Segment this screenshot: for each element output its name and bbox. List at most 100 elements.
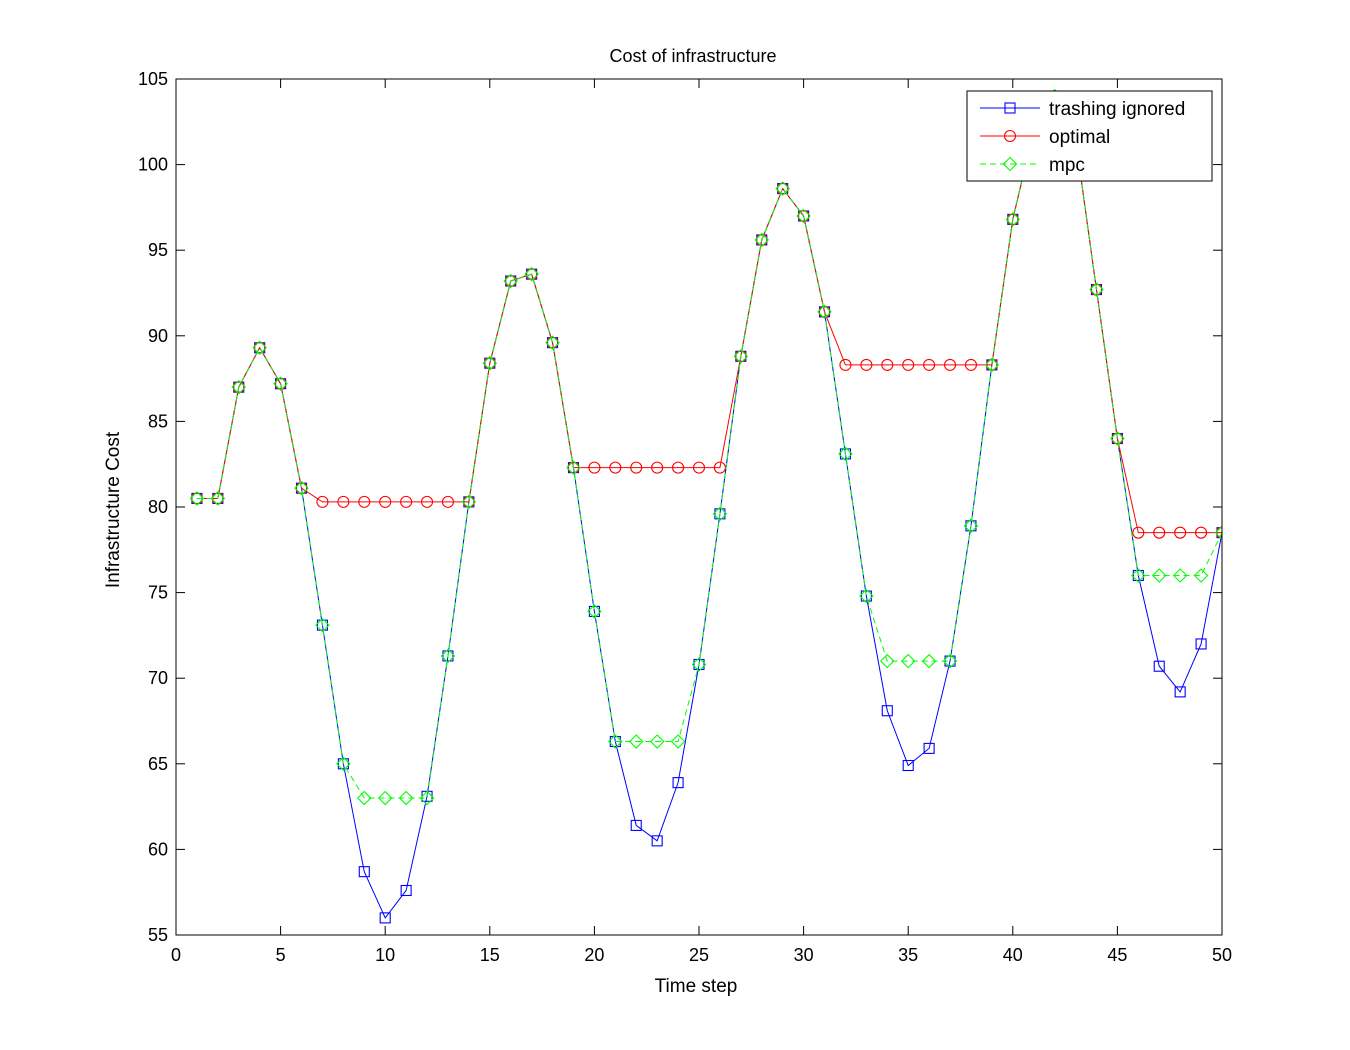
data-point <box>1111 432 1124 445</box>
data-point <box>923 358 936 371</box>
data-point <box>943 358 957 371</box>
data-point <box>755 233 768 246</box>
data-point <box>630 819 642 831</box>
legend-label: optimal <box>1049 127 1110 148</box>
data-point <box>900 653 916 669</box>
data-point <box>1132 569 1144 582</box>
x-tick-label: 45 <box>1107 945 1127 965</box>
y-tick-label: 95 <box>148 240 168 260</box>
data-point <box>358 866 370 878</box>
data-point <box>860 358 873 371</box>
data-point <box>232 381 245 394</box>
data-point <box>461 494 477 510</box>
y-tick-label: 55 <box>148 925 168 945</box>
data-point <box>400 884 412 897</box>
data-point <box>965 520 977 532</box>
data-point <box>295 482 308 495</box>
data-point <box>1193 568 1209 583</box>
data-point <box>1174 686 1186 698</box>
data-point <box>1006 213 1019 226</box>
data-point <box>1132 526 1145 539</box>
data-point <box>316 619 328 631</box>
data-point <box>881 358 894 371</box>
data-point <box>1090 283 1103 296</box>
y-tick-label: 65 <box>148 754 168 774</box>
data-point <box>337 758 349 770</box>
data-point <box>880 653 895 669</box>
plot-area <box>176 79 1222 935</box>
data-point <box>1153 526 1166 539</box>
data-point <box>839 448 851 460</box>
data-point <box>419 790 435 806</box>
data-point <box>609 461 622 474</box>
y-tick-label: 75 <box>148 583 168 603</box>
data-point <box>357 790 372 806</box>
legend-label: trashing ignored <box>1049 99 1185 120</box>
data-point <box>210 491 226 506</box>
data-point <box>881 705 893 717</box>
data-point <box>1195 526 1208 539</box>
data-point <box>398 790 414 806</box>
data-point <box>692 461 706 474</box>
data-point <box>358 495 371 508</box>
data-point <box>672 461 685 474</box>
data-point <box>775 181 790 196</box>
data-point <box>566 460 581 475</box>
data-point <box>546 336 559 349</box>
data-point <box>504 274 517 288</box>
data-point <box>379 912 391 924</box>
y-axis-label: Infrastructure Cost <box>103 431 124 588</box>
data-point <box>984 357 1000 373</box>
data-point <box>379 495 392 508</box>
data-point <box>294 480 309 496</box>
data-point <box>921 653 937 669</box>
data-point <box>1089 282 1104 297</box>
x-tick-label: 15 <box>480 945 500 965</box>
data-point <box>252 340 267 356</box>
data-point <box>482 355 498 371</box>
data-point <box>964 358 978 371</box>
data-point <box>776 182 789 195</box>
x-axis-label: Time step <box>655 976 738 997</box>
data-point <box>1110 431 1125 446</box>
x-tick-label: 30 <box>794 945 814 965</box>
data-point <box>587 604 602 619</box>
data-point <box>274 377 287 390</box>
data-point <box>1151 568 1167 583</box>
data-point <box>985 358 998 371</box>
data-point <box>649 734 665 749</box>
data-point <box>796 208 811 224</box>
data-point <box>189 491 205 506</box>
x-tick-label: 25 <box>689 945 709 965</box>
y-tick-label: 100 <box>138 155 168 175</box>
x-tick-label: 20 <box>584 945 604 965</box>
data-point <box>462 495 475 508</box>
data-point <box>524 266 539 282</box>
data-point <box>733 349 749 364</box>
data-point <box>839 358 852 371</box>
legend-label: mpc <box>1049 155 1085 176</box>
data-point <box>1005 212 1021 227</box>
x-tick-label: 0 <box>171 945 181 965</box>
data-point <box>1003 129 1017 143</box>
data-point <box>1131 568 1146 583</box>
data-point <box>902 759 914 772</box>
y-tick-label: 80 <box>148 497 168 517</box>
y-tick-label: 85 <box>148 411 168 431</box>
data-point <box>253 341 266 354</box>
data-point <box>545 335 560 350</box>
data-point <box>818 305 831 318</box>
data-point <box>902 358 915 371</box>
data-point <box>1004 102 1016 114</box>
legend: trashing ignored optimal mpc <box>966 90 1213 182</box>
x-tick-label: 50 <box>1212 945 1232 965</box>
data-point <box>442 650 454 662</box>
y-tick-label: 70 <box>148 668 168 688</box>
x-tick-label: 5 <box>276 945 286 965</box>
data-point <box>670 734 686 749</box>
data-point <box>441 495 455 508</box>
data-point <box>400 495 413 508</box>
data-point <box>503 273 518 289</box>
data-point <box>693 658 705 671</box>
y-tick-label: 60 <box>148 839 168 859</box>
